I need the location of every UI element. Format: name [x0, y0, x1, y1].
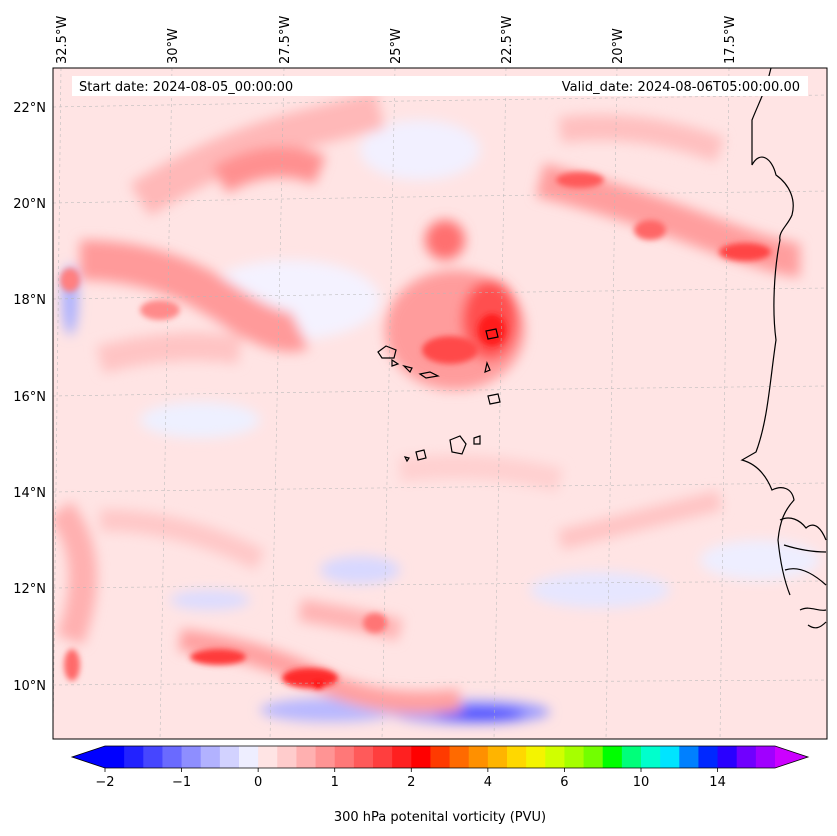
lat-label: 10°N	[13, 679, 46, 694]
colorbar-bin	[545, 746, 566, 768]
colorbar: −2 −1 0 1 2 4 6 10 14 300 hPa potenital vorticit…	[70, 745, 810, 825]
colorbar-bin	[526, 746, 546, 768]
lat-label: 14°N	[13, 486, 46, 501]
lat-label: 20°N	[13, 197, 46, 212]
colorbar-tick-label: −1	[172, 775, 191, 790]
lat-label: 18°N	[13, 293, 46, 308]
colorbar-bin	[181, 746, 202, 768]
colorbar-bin	[564, 746, 585, 768]
colorbar-bin	[411, 746, 432, 768]
colorbar-bin	[315, 746, 336, 768]
lon-label: 30°W	[166, 28, 181, 64]
colorbar-tick-label: 14	[709, 775, 726, 790]
colorbar-bin	[679, 746, 700, 768]
longitude-labels: 32.5°W 30°W 27.5°W 25°W 22.5°W 20°W 17.5…	[55, 16, 738, 64]
colorbar-bin	[296, 746, 317, 768]
coastline	[377, 68, 827, 629]
colorbar-bin	[660, 746, 680, 768]
start-date-label: Start date: 2024-08-05_00:00:00	[79, 80, 293, 95]
colorbar-tick-label: 1	[331, 775, 339, 790]
colorbar-bin	[258, 746, 278, 768]
lat-label: 16°N	[13, 390, 46, 405]
colorbar-bin	[487, 746, 508, 768]
colorbar-bin	[641, 746, 661, 768]
colorbar-bin	[449, 746, 470, 768]
lon-label: 17.5°W	[723, 16, 738, 64]
colorbar-title: 300 hPa potenital vorticity (PVU)	[334, 810, 546, 825]
colorbar-bin	[583, 746, 604, 768]
colorbar-bin	[621, 746, 642, 768]
latitude-labels: 22°N 20°N 18°N 16°N 14°N 12°N 10°N	[13, 101, 46, 694]
colorbar-under-triangle	[72, 746, 105, 768]
colorbar-bin	[430, 746, 451, 768]
colorbar-bin	[755, 746, 776, 768]
lat-label: 22°N	[13, 101, 46, 116]
colorbar-tick-label: 10	[633, 775, 650, 790]
colorbar-bin	[373, 746, 393, 768]
colorbar-bin	[277, 746, 298, 768]
colorbar-tick-label: 4	[484, 775, 492, 790]
colorbar-bin	[239, 746, 259, 768]
colorbar-bin	[334, 746, 355, 768]
colorbar-tick-label: 6	[560, 775, 568, 790]
colorbar-bin	[162, 746, 183, 768]
lon-label: 25°W	[389, 28, 404, 64]
valid-date-label: Valid_date: 2024-08-06T05:00:00.00	[562, 80, 800, 95]
lon-label: 32.5°W	[55, 16, 70, 64]
colorbar-ticks: −2 −1 0 1 2 4 6 10 14	[95, 768, 726, 790]
colorbar-bin	[200, 746, 221, 768]
colorbar-bin	[392, 746, 412, 768]
colorbar-bin	[736, 746, 757, 768]
lon-label: 22.5°W	[500, 16, 515, 64]
colorbar-bin	[143, 746, 164, 768]
colorbar-tick-label: −2	[95, 775, 114, 790]
colorbar-bin	[717, 746, 738, 768]
colorbar-bin	[602, 746, 623, 768]
colorbar-bin	[124, 746, 144, 768]
colorbar-bin	[698, 746, 719, 768]
colorbar-tick-label: 2	[407, 775, 415, 790]
pv-field	[53, 68, 827, 739]
colorbar-bin	[507, 746, 527, 768]
colorbar-bin	[468, 746, 489, 768]
colorbar-over-triangle	[775, 746, 808, 768]
lat-label: 12°N	[13, 582, 46, 597]
colorbar-bin	[105, 746, 125, 768]
lon-label: 27.5°W	[278, 16, 293, 64]
colorbar-tick-label: 0	[254, 775, 262, 790]
colorbar-bin	[219, 746, 240, 768]
colorbar-bin	[353, 746, 374, 768]
lon-label: 20°W	[611, 28, 626, 64]
